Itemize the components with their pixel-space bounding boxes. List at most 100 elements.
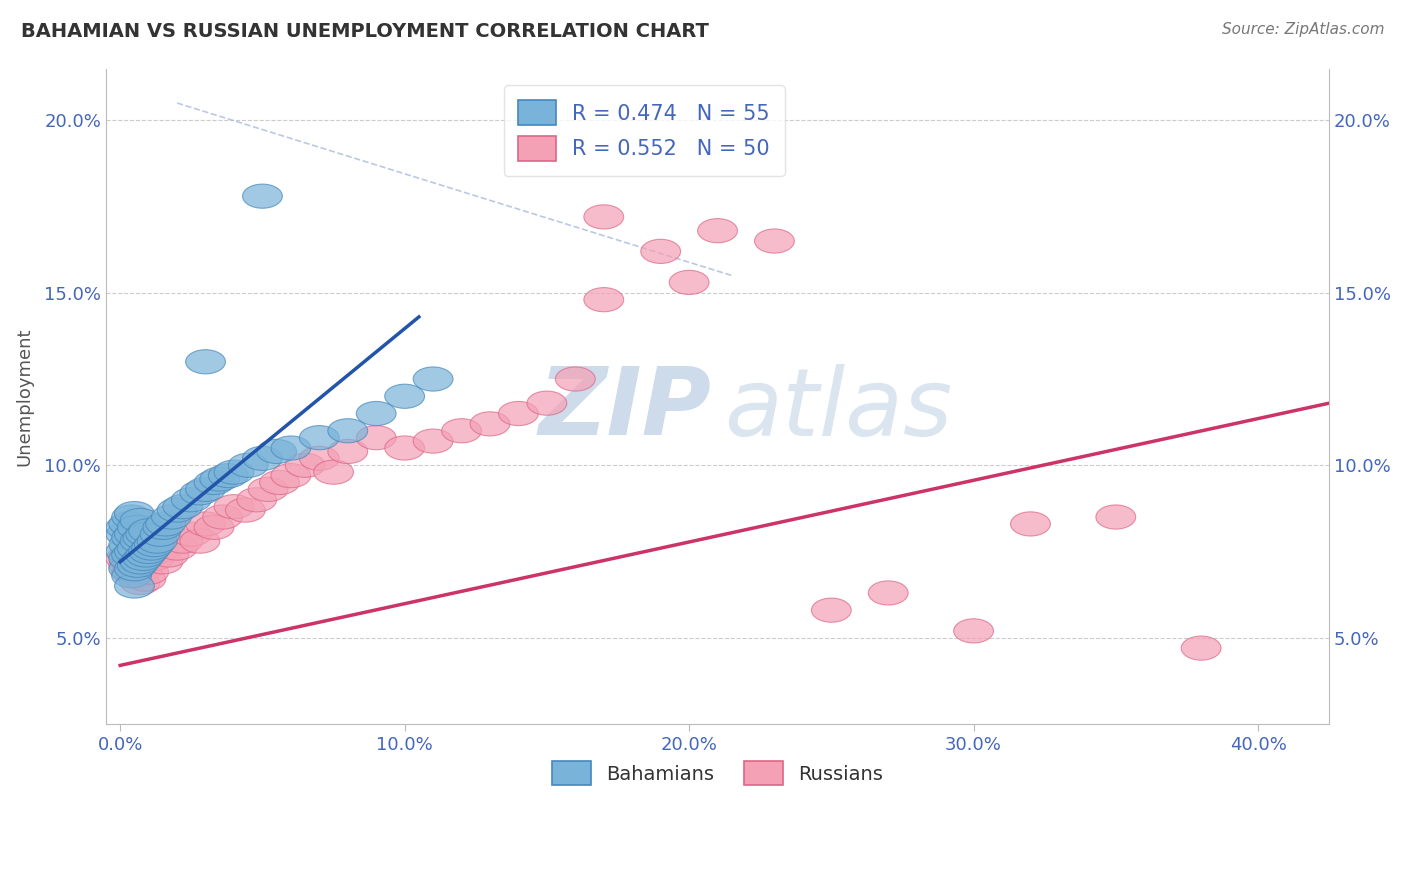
Ellipse shape [146,512,186,536]
Ellipse shape [117,553,157,577]
Ellipse shape [105,540,146,564]
Ellipse shape [194,516,233,540]
Ellipse shape [108,533,149,557]
Ellipse shape [953,619,994,643]
Ellipse shape [811,599,851,623]
Ellipse shape [242,184,283,208]
Ellipse shape [135,533,174,557]
Ellipse shape [236,488,277,512]
Ellipse shape [208,464,249,488]
Ellipse shape [143,549,183,574]
Ellipse shape [108,553,149,577]
Ellipse shape [260,470,299,494]
Ellipse shape [124,525,163,549]
Ellipse shape [129,540,169,564]
Ellipse shape [172,488,211,512]
Ellipse shape [111,543,152,567]
Text: Source: ZipAtlas.com: Source: ZipAtlas.com [1222,22,1385,37]
Ellipse shape [111,560,152,584]
Ellipse shape [163,529,202,553]
Ellipse shape [242,446,283,470]
Ellipse shape [755,229,794,253]
Ellipse shape [132,536,172,560]
Ellipse shape [114,557,155,581]
Ellipse shape [285,453,325,477]
Ellipse shape [120,529,160,553]
Ellipse shape [143,516,183,540]
Ellipse shape [214,460,254,484]
Ellipse shape [225,498,266,522]
Ellipse shape [152,505,191,529]
Ellipse shape [157,498,197,522]
Ellipse shape [186,512,225,536]
Ellipse shape [105,516,146,540]
Ellipse shape [202,505,242,529]
Ellipse shape [441,418,481,442]
Ellipse shape [114,574,155,599]
Ellipse shape [385,384,425,409]
Ellipse shape [117,516,157,540]
Ellipse shape [127,522,166,546]
Ellipse shape [1095,505,1136,529]
Ellipse shape [1181,636,1220,660]
Ellipse shape [124,546,163,571]
Ellipse shape [117,536,157,560]
Ellipse shape [385,436,425,460]
Ellipse shape [356,401,396,425]
Text: BAHAMIAN VS RUSSIAN UNEMPLOYMENT CORRELATION CHART: BAHAMIAN VS RUSSIAN UNEMPLOYMENT CORRELA… [21,22,709,41]
Ellipse shape [200,467,239,491]
Ellipse shape [129,519,169,543]
Text: atlas: atlas [724,364,952,455]
Ellipse shape [129,560,169,584]
Ellipse shape [138,529,177,553]
Ellipse shape [180,529,219,553]
Ellipse shape [149,543,188,567]
Ellipse shape [120,508,160,533]
Ellipse shape [583,287,624,311]
Ellipse shape [271,436,311,460]
Ellipse shape [1011,512,1050,536]
Ellipse shape [163,494,202,519]
Ellipse shape [124,557,163,581]
Ellipse shape [228,453,269,477]
Ellipse shape [117,564,157,588]
Ellipse shape [135,546,174,571]
Ellipse shape [499,401,538,425]
Ellipse shape [141,522,180,546]
Ellipse shape [194,470,233,494]
Ellipse shape [127,567,166,591]
Text: ZIP: ZIP [538,363,711,456]
Ellipse shape [299,446,339,470]
Ellipse shape [111,564,152,588]
Ellipse shape [127,543,166,567]
Ellipse shape [641,239,681,263]
Ellipse shape [328,440,368,464]
Ellipse shape [413,367,453,391]
Ellipse shape [111,505,152,529]
Ellipse shape [271,464,311,488]
Ellipse shape [328,418,368,442]
Ellipse shape [105,546,146,571]
Ellipse shape [697,219,738,243]
Ellipse shape [138,540,177,564]
Ellipse shape [114,522,155,546]
Ellipse shape [108,546,149,571]
Ellipse shape [186,350,225,374]
Ellipse shape [157,536,197,560]
Ellipse shape [108,557,149,581]
Ellipse shape [108,512,149,536]
Ellipse shape [105,522,146,546]
Legend: Bahamians, Russians: Bahamians, Russians [544,754,891,793]
Ellipse shape [172,522,211,546]
Ellipse shape [111,525,152,549]
Ellipse shape [114,540,155,564]
Ellipse shape [120,571,160,595]
Ellipse shape [186,477,225,501]
Ellipse shape [214,494,254,519]
Ellipse shape [257,440,297,464]
Ellipse shape [356,425,396,450]
Ellipse shape [555,367,595,391]
Ellipse shape [583,205,624,229]
Ellipse shape [314,460,353,484]
Ellipse shape [249,477,288,501]
